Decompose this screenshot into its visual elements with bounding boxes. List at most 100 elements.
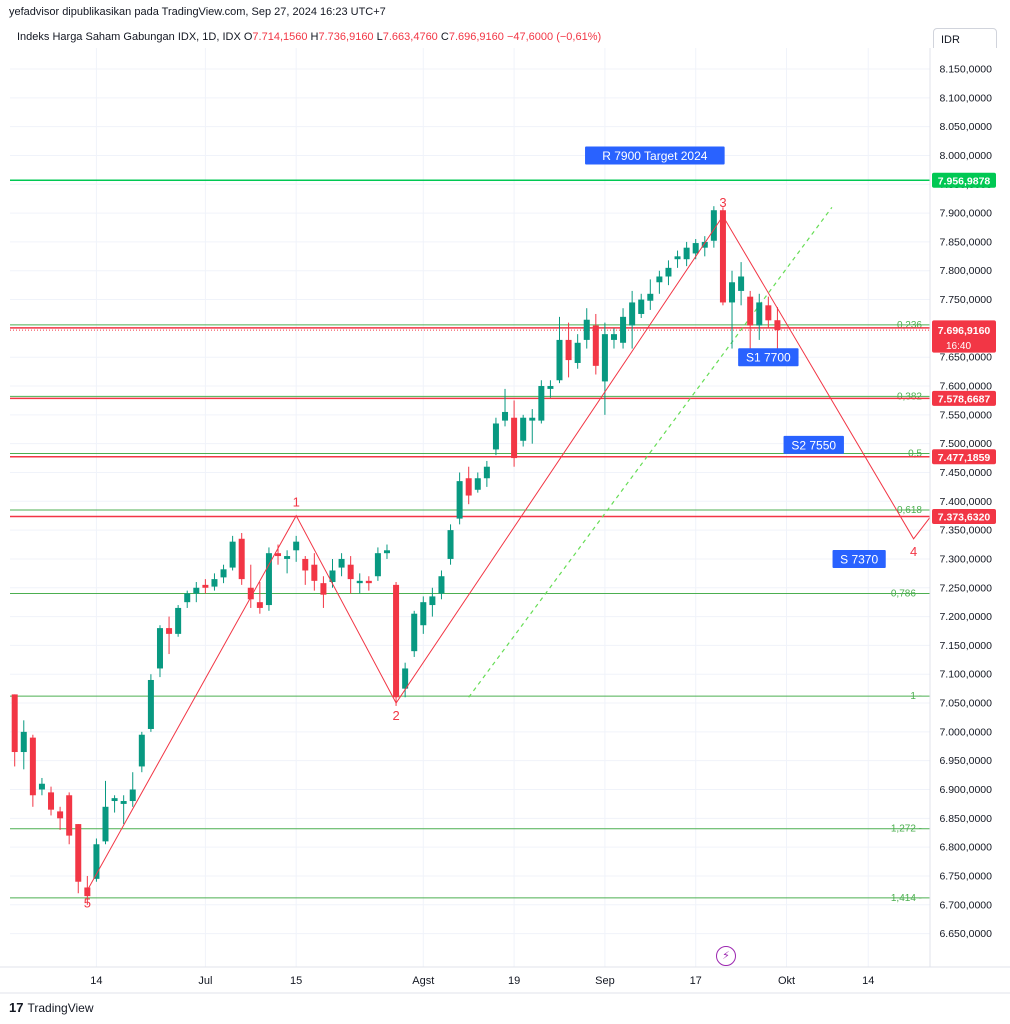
candle-body xyxy=(692,243,699,254)
candle-body xyxy=(38,783,45,790)
candle-body xyxy=(265,553,272,606)
candle-body xyxy=(202,584,209,588)
resistance-tag xyxy=(932,172,996,188)
price-tick-label: 7.100,0000 xyxy=(939,669,992,681)
price-tick-label: 7.850,0000 xyxy=(939,236,992,248)
candle-body xyxy=(293,541,300,551)
candle-body xyxy=(402,668,409,689)
price-tick-label: 7.450,0000 xyxy=(939,467,992,479)
candle-body xyxy=(747,296,754,326)
candle-body xyxy=(129,789,136,802)
candle-body xyxy=(302,558,309,571)
candle-body xyxy=(11,694,18,753)
open-label: O xyxy=(243,31,253,43)
wave-label-5: 5 xyxy=(84,895,91,910)
price-tick-label: 6.900,0000 xyxy=(939,784,992,796)
candle-body xyxy=(365,580,372,584)
candle-body xyxy=(683,247,690,260)
time-tick-label: Jul xyxy=(198,975,212,987)
time-tick-label: 15 xyxy=(290,975,302,987)
candle-body xyxy=(610,334,617,340)
candle-body xyxy=(175,607,182,634)
candle-body xyxy=(638,299,645,314)
fib-label: 0,382 xyxy=(897,391,922,402)
publisher-caption: yefadvisor dipublikasikan pada TradingVi… xyxy=(9,6,386,18)
lightning-icon[interactable]: ⚡ xyxy=(716,946,736,966)
candle-body xyxy=(565,339,572,361)
candle-body xyxy=(66,795,73,836)
candle-body xyxy=(601,334,608,382)
candle-body xyxy=(710,210,717,241)
callout-label: S 7370 xyxy=(840,552,878,566)
trend-channel-line xyxy=(468,206,833,698)
candle-body xyxy=(729,282,736,303)
elliott-wave-path xyxy=(86,215,996,891)
ohlc-legend: Indeks Harga Saham Gabungan IDX, 1D, IDX… xyxy=(17,31,601,43)
candle-body xyxy=(411,613,418,652)
candle-body xyxy=(647,293,654,301)
level-tag xyxy=(932,390,996,406)
candle-body xyxy=(438,576,445,594)
level-tag xyxy=(932,449,996,465)
time-tick-label: Sep xyxy=(595,975,615,987)
candle-body xyxy=(329,570,336,582)
candle-body xyxy=(656,276,663,283)
open-value: 7.714,1560 xyxy=(252,31,308,43)
symbol-name[interactable]: Indeks Harga Saham Gabungan IDX, 1D, IDX xyxy=(17,31,241,43)
candle-body xyxy=(393,584,400,698)
candle-body xyxy=(483,466,490,479)
price-tick-label: 7.500,0000 xyxy=(939,438,992,450)
candle-body xyxy=(765,305,772,321)
tradingview-logo[interactable]: 17 TradingView xyxy=(9,1000,94,1015)
candle-body xyxy=(674,256,681,260)
change-value: −47,6000 (−0,61%) xyxy=(506,31,602,43)
candle-body xyxy=(665,267,672,277)
price-tick-label: 8.100,0000 xyxy=(939,92,992,104)
price-tick-label: 7.600,0000 xyxy=(939,381,992,393)
wave-label-4: 4 xyxy=(910,544,917,559)
candle-body xyxy=(574,342,581,363)
price-tick-label: 6.850,0000 xyxy=(939,813,992,825)
tradingview-mark-icon: 17 xyxy=(9,1000,24,1015)
fib-label: 0,618 xyxy=(897,505,922,516)
callout-box xyxy=(738,348,799,367)
candle-body xyxy=(156,628,163,669)
candle-body xyxy=(193,587,200,594)
price-tick-label: 6.750,0000 xyxy=(939,870,992,882)
time-tick-label: 14 xyxy=(862,975,874,987)
callout-box xyxy=(585,146,725,165)
candle-body xyxy=(256,602,263,608)
candle-body xyxy=(84,887,91,897)
wave-label-3: 3 xyxy=(719,195,726,210)
candle-body xyxy=(48,792,55,810)
candle-body xyxy=(474,478,481,490)
price-tick-label: 7.900,0000 xyxy=(939,208,992,220)
candle-body xyxy=(238,538,245,580)
candle-body xyxy=(284,556,291,559)
price-tick-label: 8.050,0000 xyxy=(939,121,992,133)
candle-body xyxy=(383,550,390,554)
candle-body xyxy=(347,564,354,580)
candle-body xyxy=(738,276,745,291)
resistance-tag-label: 7.956,9878 xyxy=(938,175,991,187)
candle-body xyxy=(320,583,327,595)
countdown-label: 16:40 xyxy=(946,341,971,352)
time-tick-label: 19 xyxy=(508,975,520,987)
candle-body xyxy=(166,628,173,634)
candle-body xyxy=(756,302,763,326)
candle-body xyxy=(538,386,545,421)
price-tick-label: 6.950,0000 xyxy=(939,755,992,767)
candle-body xyxy=(220,569,227,578)
level-tag-label: 7.578,6687 xyxy=(938,393,991,405)
wave-label-1: 1 xyxy=(293,495,300,510)
candle-body xyxy=(492,423,499,450)
price-tick-label: 7.650,0000 xyxy=(939,352,992,364)
candle-body xyxy=(374,553,381,577)
callout-label: S1 7700 xyxy=(746,351,791,365)
candle-body xyxy=(184,593,191,603)
high-value: 7.736,9160 xyxy=(318,31,374,43)
callout-box xyxy=(783,435,844,454)
price-tick-label: 6.650,0000 xyxy=(939,928,992,940)
candle-body xyxy=(102,806,109,842)
